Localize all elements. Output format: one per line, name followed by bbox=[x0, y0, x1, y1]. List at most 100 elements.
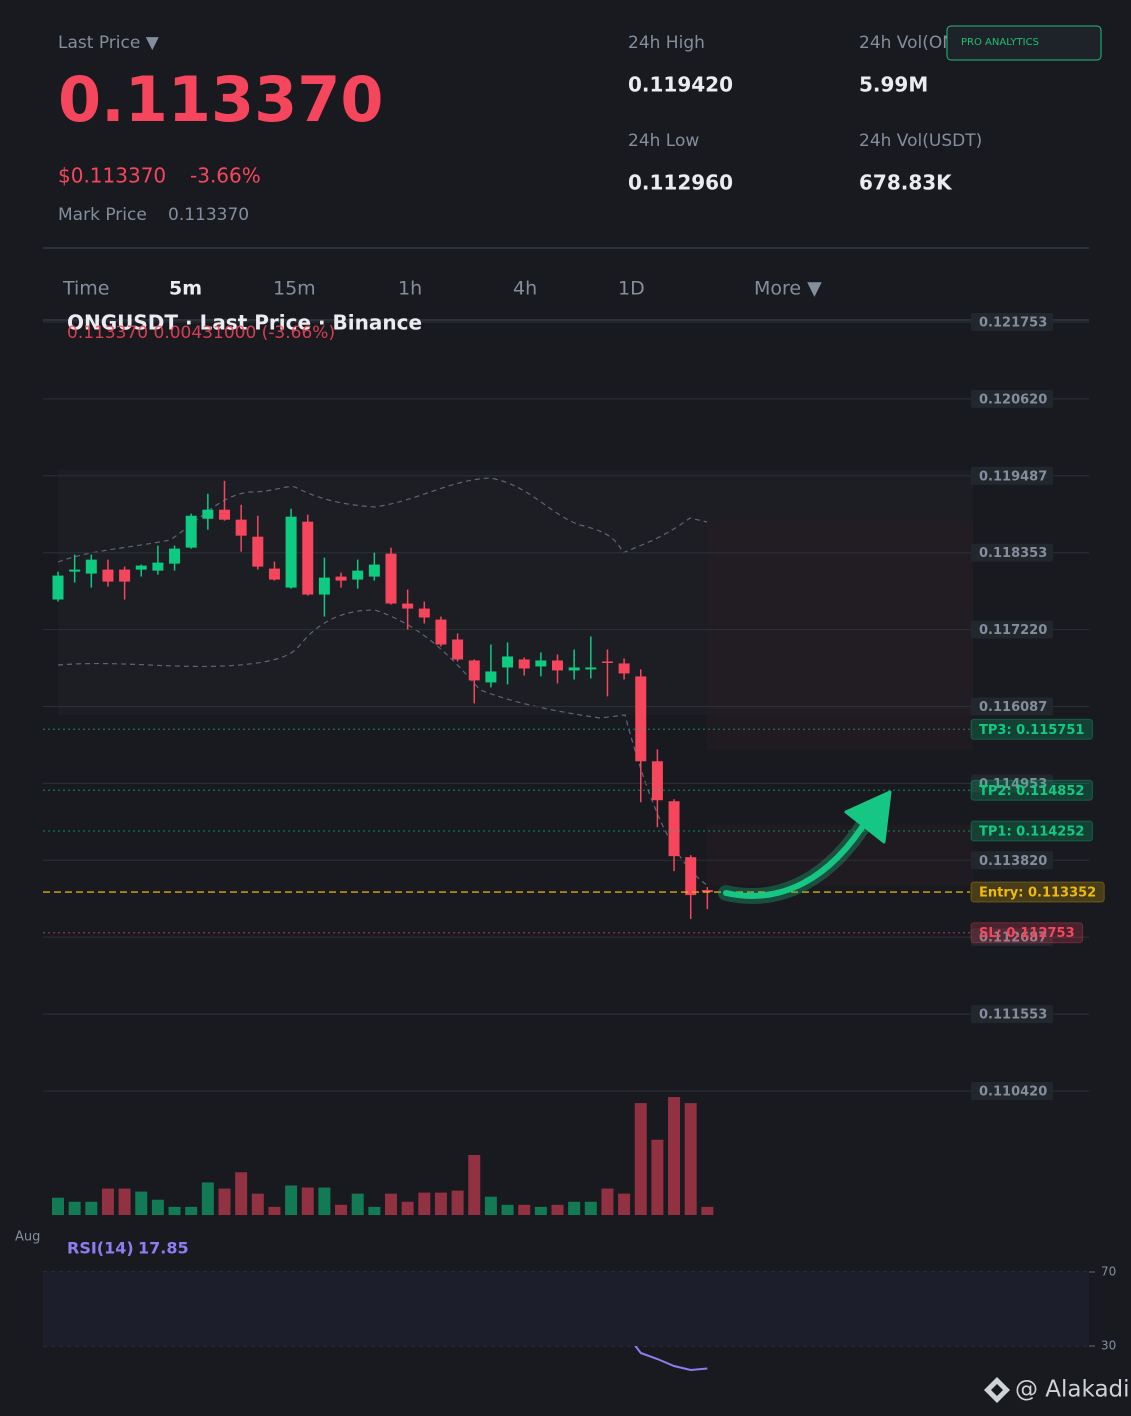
candle-body bbox=[318, 577, 330, 595]
watermark-icon bbox=[984, 1377, 1010, 1403]
volume-bar bbox=[618, 1193, 631, 1215]
volume-bar bbox=[301, 1187, 314, 1215]
volume-bar bbox=[634, 1103, 647, 1215]
y-tick-label: 0.121753 bbox=[979, 316, 1047, 331]
watermark: @ Alakadi bbox=[1015, 1377, 1130, 1403]
stat-value: 5.99M bbox=[859, 73, 928, 97]
candle-body bbox=[668, 801, 680, 857]
volume-bar bbox=[701, 1206, 714, 1215]
candle-body bbox=[651, 761, 663, 801]
y-tick-bg bbox=[971, 543, 1053, 562]
rsi-value: 17.85 bbox=[138, 1239, 189, 1258]
volume-bar bbox=[568, 1201, 581, 1215]
volume-bar bbox=[518, 1204, 531, 1215]
volume-bar bbox=[668, 1097, 681, 1215]
volume-bar bbox=[351, 1193, 364, 1215]
y-tick-bg bbox=[971, 466, 1053, 485]
y-tick-bg bbox=[971, 620, 1053, 639]
candle-body bbox=[535, 660, 547, 667]
candle-body bbox=[518, 659, 530, 669]
y-tick-label: 0.110420 bbox=[979, 1085, 1047, 1100]
y-tick-label: 0.114953 bbox=[979, 777, 1047, 792]
zone bbox=[707, 520, 973, 750]
y-tick-label: 0.112687 bbox=[979, 931, 1047, 946]
chart-title: ONGUSDT · Last Price · Binance bbox=[67, 311, 422, 335]
y-tick-bg bbox=[971, 697, 1053, 716]
volume-bar bbox=[52, 1197, 64, 1215]
level-label: SL: 0.112753 bbox=[979, 926, 1075, 941]
tab[interactable]: 1D bbox=[618, 278, 645, 300]
y-tick-label: 30 bbox=[1101, 1339, 1116, 1353]
candle-body bbox=[468, 660, 480, 681]
candle-body bbox=[402, 603, 414, 609]
level-tag bbox=[970, 820, 1093, 842]
candle-body bbox=[618, 663, 630, 674]
volume-bar bbox=[318, 1187, 331, 1215]
volume-bar bbox=[651, 1139, 664, 1215]
level-label: TP2: 0.114852 bbox=[979, 784, 1084, 799]
volume-bar bbox=[468, 1154, 481, 1215]
candle-body bbox=[169, 548, 181, 564]
volume-bar bbox=[201, 1182, 214, 1215]
candle-body bbox=[502, 656, 514, 668]
volume-bar bbox=[151, 1199, 164, 1215]
mark-price: 0.113370 bbox=[168, 205, 249, 225]
volume-bar bbox=[335, 1204, 348, 1215]
y-tick-bg bbox=[971, 313, 1053, 331]
tab[interactable]: 1h bbox=[398, 278, 422, 300]
y-tick-label: 0.119487 bbox=[979, 469, 1047, 484]
volume-bar bbox=[584, 1201, 597, 1215]
candle-body bbox=[268, 568, 280, 580]
level-tag bbox=[970, 718, 1093, 740]
pro-analytics-label[interactable]: PRO ANALYTICS bbox=[961, 37, 1039, 48]
volume-bar bbox=[534, 1206, 547, 1215]
tab[interactable]: Time bbox=[62, 278, 110, 300]
tab[interactable]: 4h bbox=[513, 278, 537, 300]
candle-body bbox=[119, 569, 131, 582]
candle-body bbox=[585, 667, 597, 670]
volume-bar bbox=[268, 1206, 281, 1215]
candle-body bbox=[235, 519, 247, 536]
volume-bar bbox=[401, 1201, 414, 1215]
candle-body bbox=[52, 575, 64, 600]
candle-body bbox=[185, 515, 197, 548]
candle-body bbox=[135, 565, 147, 570]
y-tick-bg bbox=[971, 389, 1053, 408]
pro-analytics-button[interactable] bbox=[946, 25, 1102, 61]
candle-body bbox=[635, 676, 647, 762]
candle-body bbox=[552, 660, 563, 671]
tab[interactable]: 5m bbox=[169, 278, 202, 300]
candle-body bbox=[385, 553, 397, 604]
change-percent: -3.66% bbox=[190, 164, 261, 188]
volume-bar bbox=[368, 1206, 381, 1215]
y-tick-label: 70 bbox=[1101, 1265, 1116, 1279]
tab[interactable]: More ▼ bbox=[754, 278, 822, 300]
volume-bar bbox=[68, 1201, 81, 1215]
candle-body bbox=[368, 564, 380, 577]
last-price-label[interactable]: Last Price ▼ bbox=[58, 33, 160, 53]
volume-bar bbox=[285, 1185, 298, 1215]
candle-body bbox=[285, 516, 297, 588]
last-price: 0.113370 bbox=[58, 63, 384, 136]
candle-body bbox=[302, 521, 314, 595]
y-tick-label: 0.116087 bbox=[979, 700, 1047, 715]
candle-body bbox=[152, 562, 164, 571]
stat-label: 24h Low bbox=[628, 131, 699, 151]
volume-bar bbox=[385, 1193, 397, 1215]
stat-label: 24h Vol(USDT) bbox=[859, 131, 982, 151]
x-label: Aug bbox=[15, 1230, 40, 1245]
volume-bar bbox=[218, 1188, 231, 1215]
candle-body bbox=[202, 509, 214, 519]
candle-body bbox=[69, 569, 81, 572]
candle-body bbox=[452, 639, 464, 660]
level-tag bbox=[970, 779, 1093, 801]
volume-bar bbox=[451, 1190, 464, 1215]
usd-price: $0.113370 bbox=[58, 164, 166, 188]
candle-body bbox=[252, 536, 264, 567]
rsi-panel bbox=[43, 1272, 1089, 1346]
tab[interactable]: 15m bbox=[273, 278, 316, 300]
signal-arrow bbox=[718, 790, 892, 904]
candle-body bbox=[435, 619, 447, 645]
